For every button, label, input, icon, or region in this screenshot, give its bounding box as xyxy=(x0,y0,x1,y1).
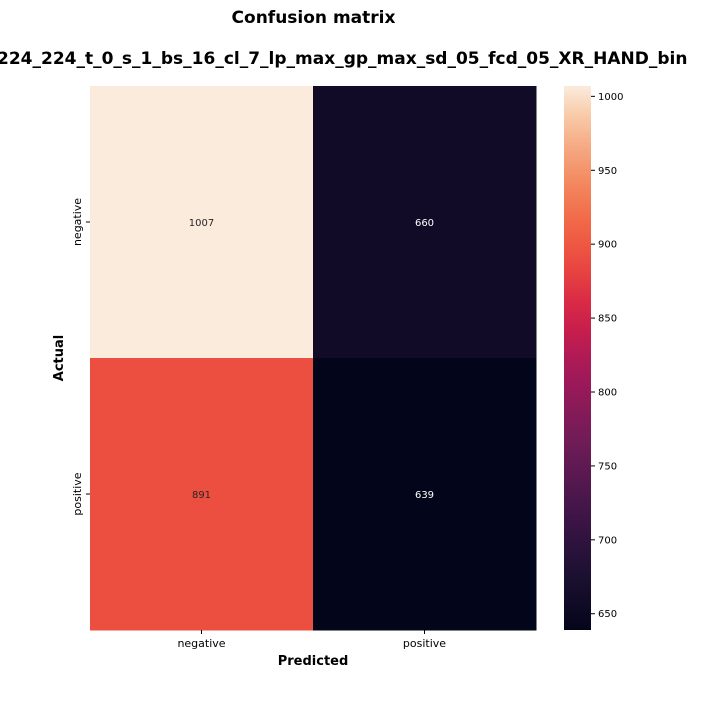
colorbar-tick-label: 850 xyxy=(598,314,617,325)
colorbar xyxy=(564,86,591,630)
colorbar-tick-label: 900 xyxy=(598,240,617,251)
colorbar-tick-label: 750 xyxy=(598,461,617,472)
x-axis-label: Predicted xyxy=(278,654,349,669)
colorbar-tick-label: 800 xyxy=(598,388,617,399)
y-axis-ticks: negative positive xyxy=(71,198,90,516)
colorbar-tick-label: 650 xyxy=(598,609,617,620)
y-tick-label: negative xyxy=(71,198,84,246)
heatmap-cell xyxy=(313,358,537,631)
y-tick-label: positive xyxy=(71,472,84,515)
x-tick-label: positive xyxy=(403,637,446,650)
heatmap-cells xyxy=(90,86,537,631)
cell-value-labels: 1007 660 891 639 xyxy=(189,218,434,501)
chart-subtitle: 224_224_t_0_s_1_bs_16_cl_7_lp_max_gp_max… xyxy=(0,49,688,69)
chart-title: Confusion matrix xyxy=(231,8,396,28)
x-axis-ticks: negative positive xyxy=(177,630,446,650)
cell-value-label: 1007 xyxy=(189,218,214,229)
colorbar-ticks: 1000 950 900 850 800 750 700 650 xyxy=(591,92,623,620)
heatmap-cell xyxy=(90,358,314,631)
colorbar-tick-label: 1000 xyxy=(598,92,623,103)
heatmap-cell xyxy=(90,86,314,359)
x-tick-label: negative xyxy=(177,637,225,650)
colorbar-tick-label: 950 xyxy=(598,166,617,177)
cell-value-label: 639 xyxy=(415,490,434,501)
y-axis-label: Actual xyxy=(52,335,67,381)
cell-value-label: 660 xyxy=(415,218,434,229)
cell-value-label: 891 xyxy=(192,490,211,501)
heatmap-cell xyxy=(313,86,537,359)
colorbar-tick-label: 700 xyxy=(598,535,617,546)
